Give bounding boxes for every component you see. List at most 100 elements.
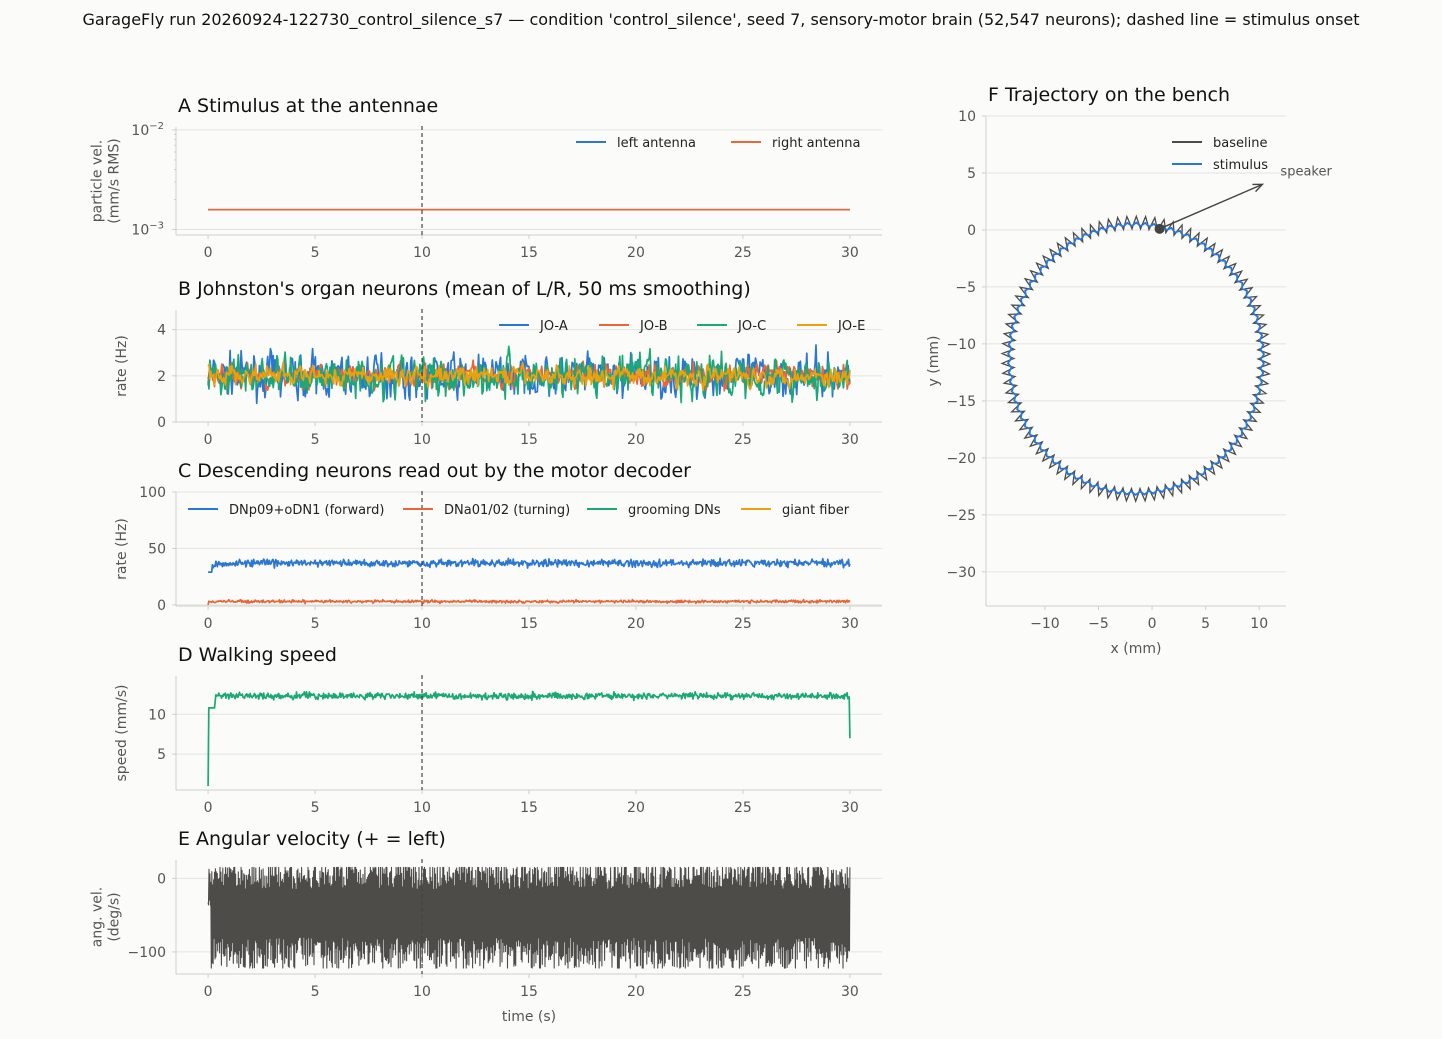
y-tick-label: −100 xyxy=(128,945,166,961)
plot-area xyxy=(207,690,851,787)
y-tick-label: −10 xyxy=(946,337,976,353)
y-tick-label: 5 xyxy=(157,747,166,763)
legend: baseline stimulus xyxy=(1172,136,1268,173)
speaker-arrowhead xyxy=(1252,183,1265,193)
x-tick-label: 25 xyxy=(734,616,752,632)
x-tick-label: 30 xyxy=(841,432,859,448)
y-axis-label: rate (Hz) xyxy=(114,335,130,397)
y-tick-label: 4 xyxy=(157,323,166,339)
x-tick-label: 5 xyxy=(311,245,320,261)
figure-title: GarageFly run 20260924-122730_control_si… xyxy=(82,10,1360,29)
x-tick-label: 30 xyxy=(841,800,859,816)
series-line xyxy=(207,361,851,392)
x-tick-label: 15 xyxy=(520,984,538,1000)
y-tick-label: 0 xyxy=(157,598,166,614)
panel-d: D Walking speed 5 10 0 5 10 15 20 25 30 speed (mm/… xyxy=(114,644,882,816)
plot-area xyxy=(207,344,851,405)
speaker-label: speaker xyxy=(1280,164,1332,179)
legend-label: JO-C xyxy=(737,319,766,334)
y-tick-label: 0 xyxy=(157,415,166,431)
legend: DNp09+oDN1 (forward) DNa01/02 (turning) gr… xyxy=(188,503,850,518)
y-tick-label: 100 xyxy=(139,485,166,501)
y-tick-label: −20 xyxy=(946,451,976,467)
panel-b: B Johnston's organ neurons (mean of L/R,… xyxy=(114,278,882,448)
x-tick-label: 20 xyxy=(627,432,645,448)
legend-label: stimulus xyxy=(1213,158,1268,173)
x-tick-label: 0 xyxy=(204,616,213,632)
x-tick-label: 0 xyxy=(204,984,213,1000)
x-axis-label: time (s) xyxy=(502,1009,556,1025)
legend-label: DNp09+oDN1 (forward) xyxy=(229,503,385,518)
x-tick-label: 5 xyxy=(311,616,320,632)
x-tick-label: 30 xyxy=(841,616,859,632)
x-tick-label: 20 xyxy=(627,245,645,261)
x-tick-label: 5 xyxy=(311,984,320,1000)
panel-title: A Stimulus at the antennae xyxy=(178,95,438,117)
y-axis-label: rate (Hz) xyxy=(114,518,130,580)
panel-f: F Trajectory on the bench 10 5 0 −5 −10 −15 −20… xyxy=(926,84,1332,657)
x-tick-label: 5 xyxy=(311,432,320,448)
y-tick-label: 0 xyxy=(157,871,166,887)
y-axis-label: speed (mm/s) xyxy=(114,685,130,782)
x-tick-label: 0 xyxy=(204,432,213,448)
x-tick-label: 20 xyxy=(627,800,645,816)
legend: JO-A JO-B JO-C JO-E xyxy=(499,319,865,334)
y-tick-label: 10−3 xyxy=(131,220,164,238)
x-tick-label: 10 xyxy=(413,245,431,261)
trajectory-baseline xyxy=(1000,214,1272,504)
panel-e: E Angular velocity (+ = left) 0 −100 0 5 10 15… xyxy=(90,828,882,1025)
legend-label: baseline xyxy=(1213,136,1267,151)
x-tick-label: 10 xyxy=(413,432,431,448)
y-tick-label: −5 xyxy=(955,280,976,296)
x-tick-label: 20 xyxy=(627,616,645,632)
legend-label: JO-A xyxy=(539,319,568,334)
x-tick-label: 5 xyxy=(311,800,320,816)
x-tick-label: 30 xyxy=(841,984,859,1000)
x-tick-label: −10 xyxy=(1030,616,1060,632)
x-axis-label: x (mm) xyxy=(1111,641,1162,657)
y-tick-label: 10 xyxy=(148,707,166,723)
x-tick-label: 0 xyxy=(204,245,213,261)
x-tick-label: 15 xyxy=(520,800,538,816)
x-tick-label: −5 xyxy=(1088,616,1109,632)
legend: left antenna right antenna xyxy=(576,136,860,151)
x-tick-label: 10 xyxy=(413,616,431,632)
x-tick-label: 25 xyxy=(734,984,752,1000)
x-tick-label: 25 xyxy=(734,432,752,448)
panel-c: C Descending neurons read out by the mot… xyxy=(114,460,882,632)
speaker-arrow xyxy=(1159,183,1263,230)
y-axis-label: ang. vel. xyxy=(90,887,106,947)
legend-label: JO-B xyxy=(639,319,668,334)
y-axis-label: y (mm) xyxy=(926,336,942,387)
x-tick-label: 20 xyxy=(627,984,645,1000)
panel-title: F Trajectory on the bench xyxy=(988,84,1230,106)
panel-title: D Walking speed xyxy=(178,644,337,666)
y-axis-label: particle vel. xyxy=(90,140,106,223)
panel-title: E Angular velocity (+ = left) xyxy=(178,828,446,850)
x-tick-label: 0 xyxy=(1148,616,1157,632)
panel-a: A Stimulus at the antennae 10−3 10−2 0 5 10 15… xyxy=(90,95,882,261)
y-tick-label: 2 xyxy=(157,369,166,385)
y-axis-label: (deg/s) xyxy=(107,892,123,941)
legend-label: giant fiber xyxy=(782,503,850,518)
y-tick-label: 10−2 xyxy=(131,121,164,139)
legend-label: grooming DNs xyxy=(628,503,721,518)
x-tick-label: 10 xyxy=(413,984,431,1000)
series-line xyxy=(207,690,851,787)
plot-area xyxy=(207,866,851,969)
x-tick-label: 10 xyxy=(413,800,431,816)
legend-label: JO-E xyxy=(837,319,865,334)
x-tick-label: 30 xyxy=(841,245,859,261)
y-tick-label: 0 xyxy=(967,223,976,239)
trajectory-stimulus xyxy=(1006,221,1266,497)
x-tick-label: 10 xyxy=(1250,616,1268,632)
series-line xyxy=(207,557,851,573)
legend-label: DNa01/02 (turning) xyxy=(444,503,570,518)
plot-area: speaker xyxy=(1000,164,1332,504)
panel-title: B Johnston's organ neurons (mean of L/R,… xyxy=(178,278,751,300)
series-line xyxy=(207,598,851,606)
x-tick-label: 15 xyxy=(520,616,538,632)
y-tick-label: 50 xyxy=(148,541,166,557)
panel-title: C Descending neurons read out by the mot… xyxy=(178,460,691,482)
